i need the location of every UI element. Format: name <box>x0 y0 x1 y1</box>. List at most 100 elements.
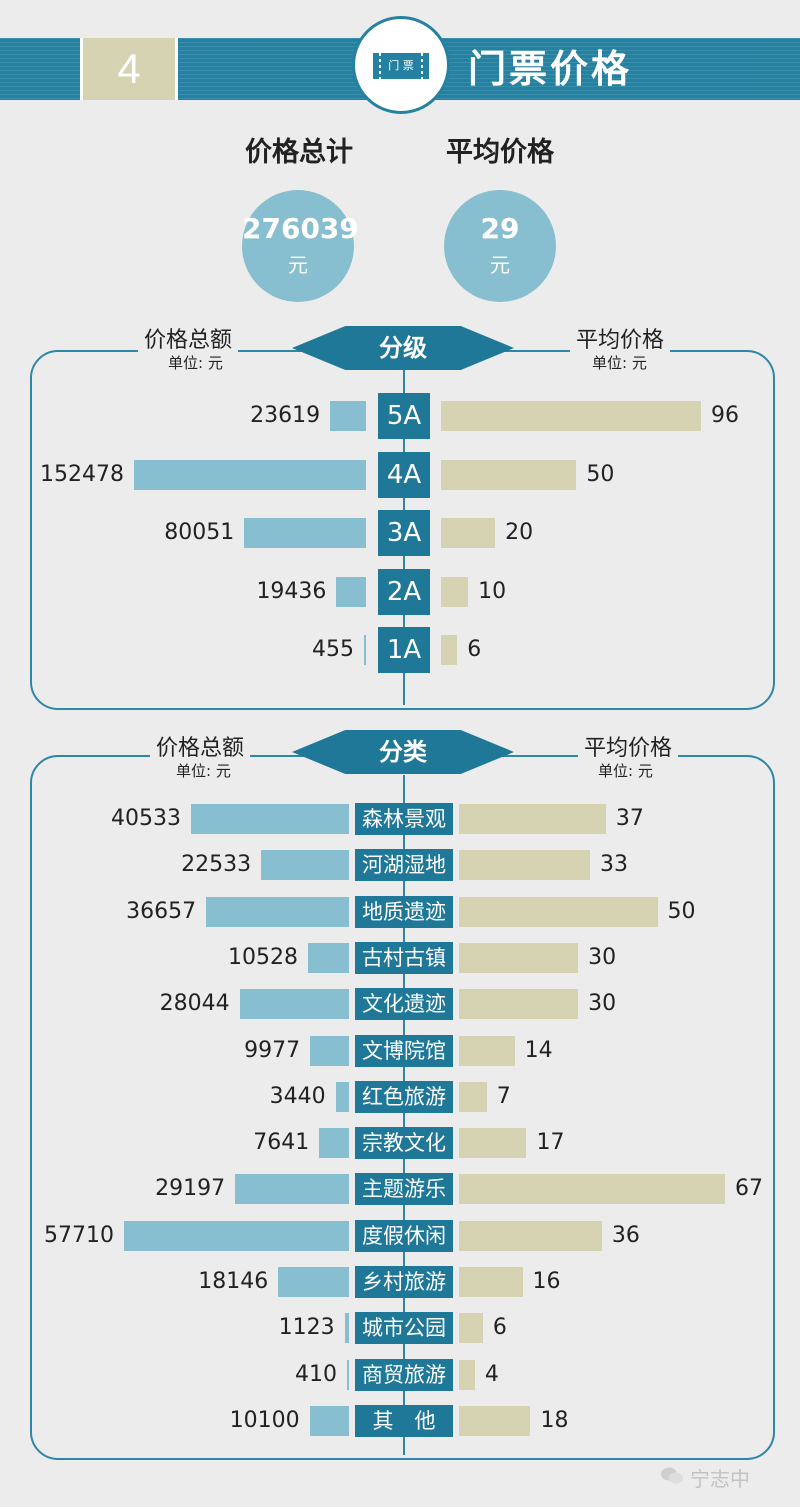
total-value-label: 152478 <box>40 461 124 487</box>
grade-left-label: 价格总额 <box>138 322 239 354</box>
average-value-label: 50 <box>667 898 696 924</box>
average-bar <box>441 401 701 431</box>
total-value-label: 3440 <box>269 1083 326 1109</box>
average-bar <box>459 1128 527 1159</box>
total-bar <box>239 989 349 1020</box>
total-value-label: 28044 <box>159 991 230 1017</box>
category-label: 红色旅游 <box>355 1080 453 1113</box>
total-value-label: 80051 <box>164 520 235 545</box>
average-bar <box>441 459 577 490</box>
category-label: 1A <box>378 627 430 673</box>
average-value-label: 30 <box>588 991 617 1017</box>
total-value-label: 18146 <box>198 1269 269 1294</box>
category-label: 城市公园 <box>355 1312 453 1345</box>
ticket-icon: 门 票 <box>373 53 429 79</box>
grade-title: 分级 <box>292 326 514 370</box>
average-bar <box>459 989 579 1020</box>
ticket-badge: 门 票 <box>352 16 450 114</box>
average-bar <box>441 576 469 607</box>
total-value-label: 36657 <box>126 898 197 924</box>
average-value-label: 4 <box>484 1361 499 1387</box>
average-value-label: 20 <box>505 520 534 545</box>
category-label: 4A <box>378 451 430 498</box>
category-label: 古村古镇 <box>355 941 453 974</box>
average-bar <box>441 635 458 665</box>
total-bar <box>206 896 349 927</box>
category-label: 5A <box>378 393 430 439</box>
average-bar <box>459 1267 523 1297</box>
category-label: 文博院馆 <box>355 1034 453 1067</box>
total-bar <box>347 1359 349 1390</box>
total-value-label: 410 <box>295 1361 337 1387</box>
type-axis-line <box>403 775 405 1455</box>
total-bar <box>235 1174 349 1205</box>
total-bar <box>335 1081 349 1112</box>
average-value-label: 6 <box>492 1315 507 1341</box>
average-bar <box>459 1405 531 1436</box>
average-value-label: 10 <box>478 578 507 604</box>
category-label: 主题游乐 <box>355 1173 453 1206</box>
average-value-label: 30 <box>588 944 617 970</box>
average-bar <box>459 1174 725 1205</box>
average-bar <box>459 942 579 973</box>
average-bar <box>459 896 658 927</box>
average-stat-label: 平均价格 <box>446 137 554 168</box>
type-title: 分类 <box>292 730 514 774</box>
category-label: 河湖湿地 <box>355 849 453 882</box>
total-value-label: 1123 <box>278 1315 335 1341</box>
total-bar <box>364 635 366 665</box>
category-label: 其 他 <box>355 1404 453 1437</box>
average-value-label: 14 <box>524 1037 553 1063</box>
average-bar <box>459 850 590 881</box>
total-bar <box>261 850 349 881</box>
type-left-unit: 单位: 元 <box>176 762 231 780</box>
type-right-unit: 单位: 元 <box>598 762 653 780</box>
average-value-label: 96 <box>711 403 739 428</box>
average-value-label: 6 <box>467 637 482 662</box>
category-label: 商贸旅游 <box>355 1358 453 1391</box>
total-value-label: 57710 <box>44 1222 114 1248</box>
average-value-label: 18 <box>540 1407 569 1433</box>
total-bar <box>310 1035 349 1066</box>
average-value-label: 17 <box>536 1130 565 1156</box>
type-left-label: 价格总额 <box>150 730 251 762</box>
average-stat-value: 29 <box>480 212 520 245</box>
total-bar <box>319 1128 349 1159</box>
total-value-label: 40533 <box>110 806 181 831</box>
total-value-label: 22533 <box>181 852 252 878</box>
category-label: 2A <box>378 568 430 615</box>
grade-right-unit: 单位: 元 <box>592 354 647 372</box>
grade-right-label: 平均价格 <box>570 322 671 354</box>
average-value-label: 33 <box>600 852 628 878</box>
total-stat-circle: 276039 元 <box>242 190 359 302</box>
category-label: 文化遗迹 <box>355 988 453 1021</box>
category-label: 乡村旅游 <box>355 1266 453 1298</box>
category-label: 3A <box>378 510 430 556</box>
average-stat-unit: 元 <box>490 253 510 277</box>
average-stat-circle: 29 元 <box>444 190 556 302</box>
average-value-label: 36 <box>611 1222 640 1248</box>
type-right-label: 平均价格 <box>578 730 679 762</box>
category-label: 宗教文化 <box>355 1127 453 1160</box>
average-bar <box>459 1081 487 1112</box>
total-bar <box>330 401 366 431</box>
total-bar <box>309 1405 349 1436</box>
category-label: 地质遗迹 <box>355 895 453 928</box>
total-value-label: 29197 <box>155 1176 226 1202</box>
total-value-label: 455 <box>312 637 354 662</box>
total-value-label: 19436 <box>256 578 327 604</box>
page-title: 门票价格 <box>468 47 633 91</box>
total-bar <box>134 459 366 490</box>
total-value-label: 9977 <box>244 1037 301 1063</box>
average-bar <box>459 1035 515 1066</box>
average-value-label: 50 <box>586 461 615 487</box>
category-label: 森林景观 <box>355 803 453 835</box>
wechat-icon <box>661 1467 683 1484</box>
total-value-label: 10100 <box>229 1407 300 1433</box>
category-label: 度假休闲 <box>355 1219 453 1252</box>
total-value-label: 10528 <box>227 944 298 970</box>
total-bar <box>278 1267 349 1297</box>
average-bar <box>441 518 496 548</box>
total-stat-value: 276039 <box>242 212 359 245</box>
average-bar <box>459 804 606 834</box>
